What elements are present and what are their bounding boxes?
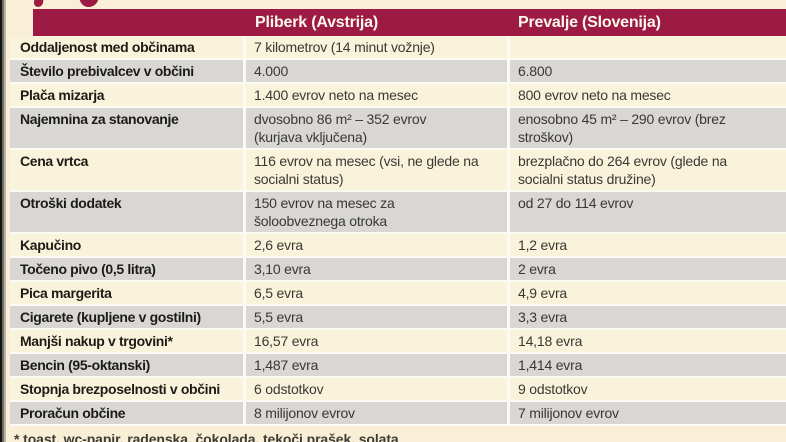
prevalje-value: 6.800: [507, 60, 786, 82]
row-label: Pica margerita: [10, 282, 243, 304]
column-header-pliberk: Pliberk (Avstrija): [255, 14, 378, 31]
row-label: Bencin (95-oktanski): [10, 354, 243, 376]
pliberk-value: 6,5 evra: [243, 282, 507, 304]
prevalje-value: 2 evra: [507, 258, 786, 280]
row-label: Število prebivalcev v občini: [10, 60, 243, 82]
prevalje-value: brezplačno do 264 evrov (glede na social…: [507, 150, 786, 190]
pliberk-value: 1.400 evrov neto na mesec: [243, 84, 507, 106]
prevalje-value: [507, 36, 786, 58]
row-label: Otroški dodatek: [10, 192, 243, 232]
table-row: Otroški dodatek 150 evrov na mesec za šo…: [10, 192, 786, 234]
comparison-table-body: Oddaljenost med občinama 7 kilometrov (1…: [10, 36, 786, 426]
pliberk-value: 7 kilometrov (14 minut vožnje): [243, 36, 507, 58]
table-row: Točeno pivo (0,5 litra) 3,10 evra 2 evra: [10, 258, 786, 282]
prevalje-value: 800 evrov neto na mesec: [507, 84, 786, 106]
pliberk-value: 5,5 evra: [243, 306, 507, 328]
pliberk-value: 6 odstotkov: [243, 378, 507, 400]
pliberk-value: 150 evrov na mesec za šoloobveznega otro…: [243, 192, 507, 232]
table-footnote: * toast, wc-papir, radenska, čokolada, t…: [14, 431, 399, 442]
prevalje-value: 3,3 evra: [507, 306, 786, 328]
table-row: Bencin (95-oktanski) 1,487 evra 1,414 ev…: [10, 354, 786, 378]
row-label: Najemnina za stanovanje: [10, 108, 243, 148]
pliberk-value: 1,487 evra: [243, 354, 507, 376]
table-row: Proračun občine 8 milijonov evrov 7 mili…: [10, 402, 786, 426]
pliberk-value: 4.000: [243, 60, 507, 82]
pliberk-value: 16,57 evra: [243, 330, 507, 352]
prevalje-value: 1,2 evra: [507, 234, 786, 256]
table-row: Plača mizarja 1.400 evrov neto na mesec …: [10, 84, 786, 108]
prevalje-value: 4,9 evra: [507, 282, 786, 304]
column-header-prevalje: Prevalje (Slovenija): [518, 14, 661, 31]
prevalje-value: 14,18 evra: [507, 330, 786, 352]
table-row: Cigarete (kupljene v gostilni) 5,5 evra …: [10, 306, 786, 330]
pliberk-value: 2,6 evra: [243, 234, 507, 256]
row-label: Manjši nakup v trgovini*: [10, 330, 243, 352]
cropped-headline-fragment: [79, 0, 100, 8]
table-row: Stopnja brezposelnosti v občini 6 odstot…: [10, 378, 786, 402]
prevalje-value: 9 odstotkov: [507, 378, 786, 400]
prevalje-value: od 27 do 114 evrov: [507, 192, 786, 232]
pliberk-value: 3,10 evra: [243, 258, 507, 280]
row-label: Cigarete (kupljene v gostilni): [10, 306, 243, 328]
row-label: Oddaljenost med občinama: [10, 36, 243, 58]
prevalje-value: enosobno 45 m² – 290 evrov (brez stroško…: [507, 108, 786, 148]
table-header-bar: Pliberk (Avstrija) Prevalje (Slovenija): [33, 9, 786, 36]
row-label: Cena vrtca: [10, 150, 243, 190]
page-edge-strip: [0, 0, 6, 442]
prevalje-value: 7 milijonov evrov: [507, 402, 786, 424]
table-row: Najemnina za stanovanje dvosobno 86 m² –…: [10, 108, 786, 150]
pliberk-value: 8 milijonov evrov: [243, 402, 507, 424]
row-label: Točeno pivo (0,5 litra): [10, 258, 243, 280]
row-label: Kapučino: [10, 234, 243, 256]
pliberk-value: dvosobno 86 m² – 352 evrov (kurjava vklj…: [243, 108, 507, 148]
table-row: Pica margerita 6,5 evra 4,9 evra: [10, 282, 786, 306]
table-row: Cena vrtca 116 evrov na mesec (vsi, ne g…: [10, 150, 786, 192]
prevalje-value: 1,414 evra: [507, 354, 786, 376]
row-label: Stopnja brezposelnosti v občini: [10, 378, 243, 400]
table-row: Število prebivalcev v občini 4.000 6.800: [10, 60, 786, 84]
row-label: Plača mizarja: [10, 84, 243, 106]
table-row: Manjši nakup v trgovini* 16,57 evra 14,1…: [10, 330, 786, 354]
pliberk-value: 116 evrov na mesec (vsi, ne glede na soc…: [243, 150, 507, 190]
table-row: Kapučino 2,6 evra 1,2 evra: [10, 234, 786, 258]
table-row: Oddaljenost med občinama 7 kilometrov (1…: [10, 36, 786, 60]
row-label: Proračun občine: [10, 402, 243, 424]
cropped-headline-fragment: [33, 0, 44, 8]
